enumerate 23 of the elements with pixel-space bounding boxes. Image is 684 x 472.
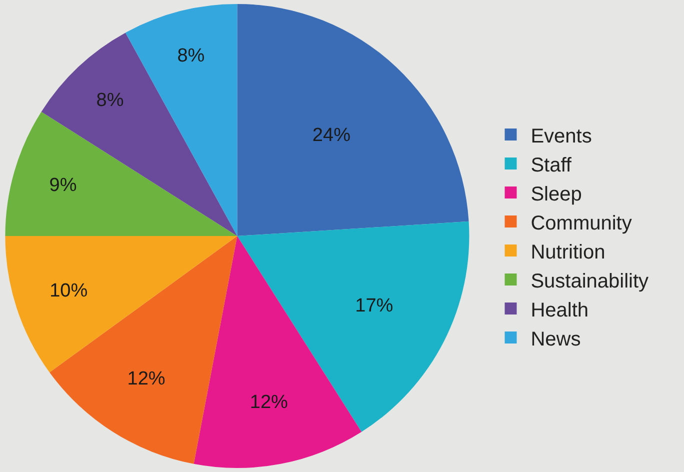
data-label: 12%	[250, 392, 288, 414]
data-label: 17%	[355, 295, 394, 316]
legend-label: Sleep	[530, 183, 582, 206]
pie-slice	[41, 32, 238, 236]
legend-label: Events	[530, 125, 592, 148]
legend-label: Community	[530, 212, 632, 234]
pie-slice	[5, 236, 238, 372]
pie-slice	[125, 4, 238, 236]
data-label: 8%	[96, 90, 124, 112]
pie-slice	[5, 112, 238, 236]
pie-slice	[237, 4, 469, 236]
data-label: 24%	[312, 125, 351, 146]
data-label: 12%	[127, 368, 166, 390]
legend-label: Staff	[530, 154, 572, 176]
pie-slice	[50, 236, 238, 464]
legend-label: Health	[530, 299, 589, 322]
data-label: 9%	[49, 174, 77, 196]
legend-label: Sustainability	[530, 270, 649, 292]
legend-label: News	[530, 328, 581, 350]
data-label: 8%	[177, 46, 205, 67]
data-label: 10%	[50, 280, 88, 302]
legend-label: Nutrition	[530, 241, 606, 264]
pie-slice	[237, 221, 469, 432]
